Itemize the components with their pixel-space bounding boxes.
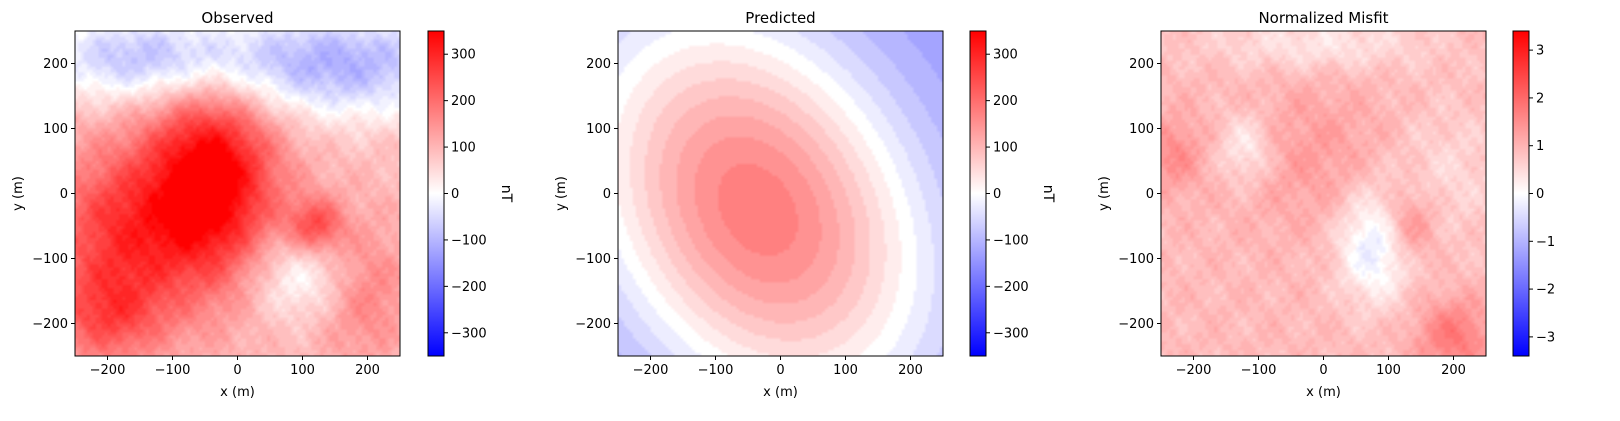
colorbar — [427, 30, 445, 357]
x-tick-label: −100 — [155, 363, 191, 378]
panel-title: Observed — [201, 9, 273, 27]
colorbar-label: nT — [1040, 185, 1056, 203]
x-tick-label: 200 — [898, 363, 923, 378]
x-axis-label: x (m) — [1306, 385, 1341, 400]
axis-ticks: −200 −100 0 100 200 −200 −100 0 100 200 — [1118, 57, 1466, 378]
colorbar — [969, 30, 987, 357]
colorbar-tick-label: 2 — [1536, 91, 1544, 106]
y-tick-label: 200 — [586, 57, 611, 72]
y-tick-label: 200 — [1129, 57, 1154, 72]
panel-normalized-misfit: Normalized Misfit −200 −100 0 100 200−200−10… — [1097, 9, 1555, 400]
colorbar-tick-label: −300 — [993, 326, 1029, 341]
colorbar-tick-label: 100 — [451, 141, 476, 156]
colorbar-tick-label: −2 — [1536, 283, 1555, 298]
y-tick-label: 200 — [43, 57, 68, 72]
heatmap-predicted — [618, 31, 943, 356]
x-tick-label: 200 — [1441, 363, 1466, 378]
y-axis-label: y (m) — [554, 176, 569, 211]
y-tick-label: 100 — [1129, 122, 1154, 137]
y-tick-label: 100 — [586, 122, 611, 137]
x-tick-label: 100 — [1376, 363, 1401, 378]
heatmap-normalized-misfit — [1161, 31, 1486, 356]
x-tick-label: 100 — [833, 363, 858, 378]
y-tick-label: −100 — [1118, 252, 1154, 267]
y-tick-label: 0 — [603, 187, 611, 202]
panel-title: Predicted — [745, 9, 815, 27]
y-tick-label: 0 — [1146, 187, 1154, 202]
y-tick-label: −100 — [575, 252, 611, 267]
colorbar-tick-label: 0 — [451, 187, 459, 202]
y-tick-label: −200 — [1118, 317, 1154, 332]
axis-ticks: −200 −100 0 100 200 −200 −100 0 100 200 — [575, 57, 923, 378]
x-axis-label: x (m) — [763, 385, 798, 400]
colorbar-tick-label: 100 — [993, 141, 1018, 156]
colorbar-tick-label: −100 — [451, 233, 487, 248]
heatmap-observed — [75, 31, 400, 356]
colorbar-tick-label: 300 — [993, 48, 1018, 63]
colorbar-ticks: −300 −200 −100 0 100 200 300 — [444, 48, 487, 341]
colorbar-ticks: −300 −200 −100 0 100 200 300 — [986, 48, 1029, 341]
x-tick-label: −100 — [1241, 363, 1277, 378]
y-tick-label: 100 — [43, 122, 68, 137]
x-tick-label: 0 — [1319, 363, 1327, 378]
panel-title: Normalized Misfit — [1258, 9, 1388, 27]
x-tick-label: 0 — [776, 363, 784, 378]
colorbar-tick-label: 1 — [1536, 139, 1544, 154]
colorbar-tick-label: 200 — [451, 94, 476, 109]
x-tick-label: −200 — [633, 363, 669, 378]
colorbar-tick-label: −300 — [451, 326, 487, 341]
x-tick-label: 0 — [233, 363, 241, 378]
x-tick-label: −200 — [1176, 363, 1212, 378]
x-tick-label: 100 — [290, 363, 315, 378]
colorbar-tick-label: 300 — [451, 48, 476, 63]
y-tick-label: −200 — [575, 317, 611, 332]
colorbar-tick-label: −1 — [1536, 235, 1555, 250]
x-tick-label: 200 — [355, 363, 380, 378]
colorbar-tick-label: 200 — [993, 94, 1018, 109]
colorbar-label: nT — [498, 185, 514, 203]
x-tick-label: −100 — [698, 363, 734, 378]
x-tick-label: −200 — [90, 363, 126, 378]
y-axis-label: y (m) — [11, 176, 26, 211]
colorbar-tick-label: −200 — [993, 280, 1029, 295]
colorbar-ticks: −3 −2 −1 0 1 2 3 — [1529, 44, 1555, 345]
colorbar-tick-label: 3 — [1536, 44, 1544, 59]
colorbar — [1512, 30, 1530, 357]
panel-predicted: Predicted −200 −100 0 100 200 −200 −100 0 100 200… — [554, 9, 1056, 400]
x-axis-label: x (m) — [220, 385, 255, 400]
y-tick-label: −100 — [32, 252, 68, 267]
colorbar-tick-label: 0 — [993, 187, 1001, 202]
colorbar-tick-label: −100 — [993, 233, 1029, 248]
colorbar-tick-label: −3 — [1536, 330, 1555, 345]
colorbar-tick-label: −200 — [451, 280, 487, 295]
colorbar-tick-label: 0 — [1536, 187, 1544, 202]
panel-observed: Observed −200 −100 0 100 200−200−1000100200 … — [11, 9, 514, 400]
y-axis-label: y (m) — [1097, 176, 1112, 211]
y-tick-label: −200 — [32, 317, 68, 332]
y-tick-label: 0 — [60, 187, 68, 202]
axis-ticks: −200 −100 0 100 200 −200 −100 0 100 200 — [32, 57, 380, 378]
